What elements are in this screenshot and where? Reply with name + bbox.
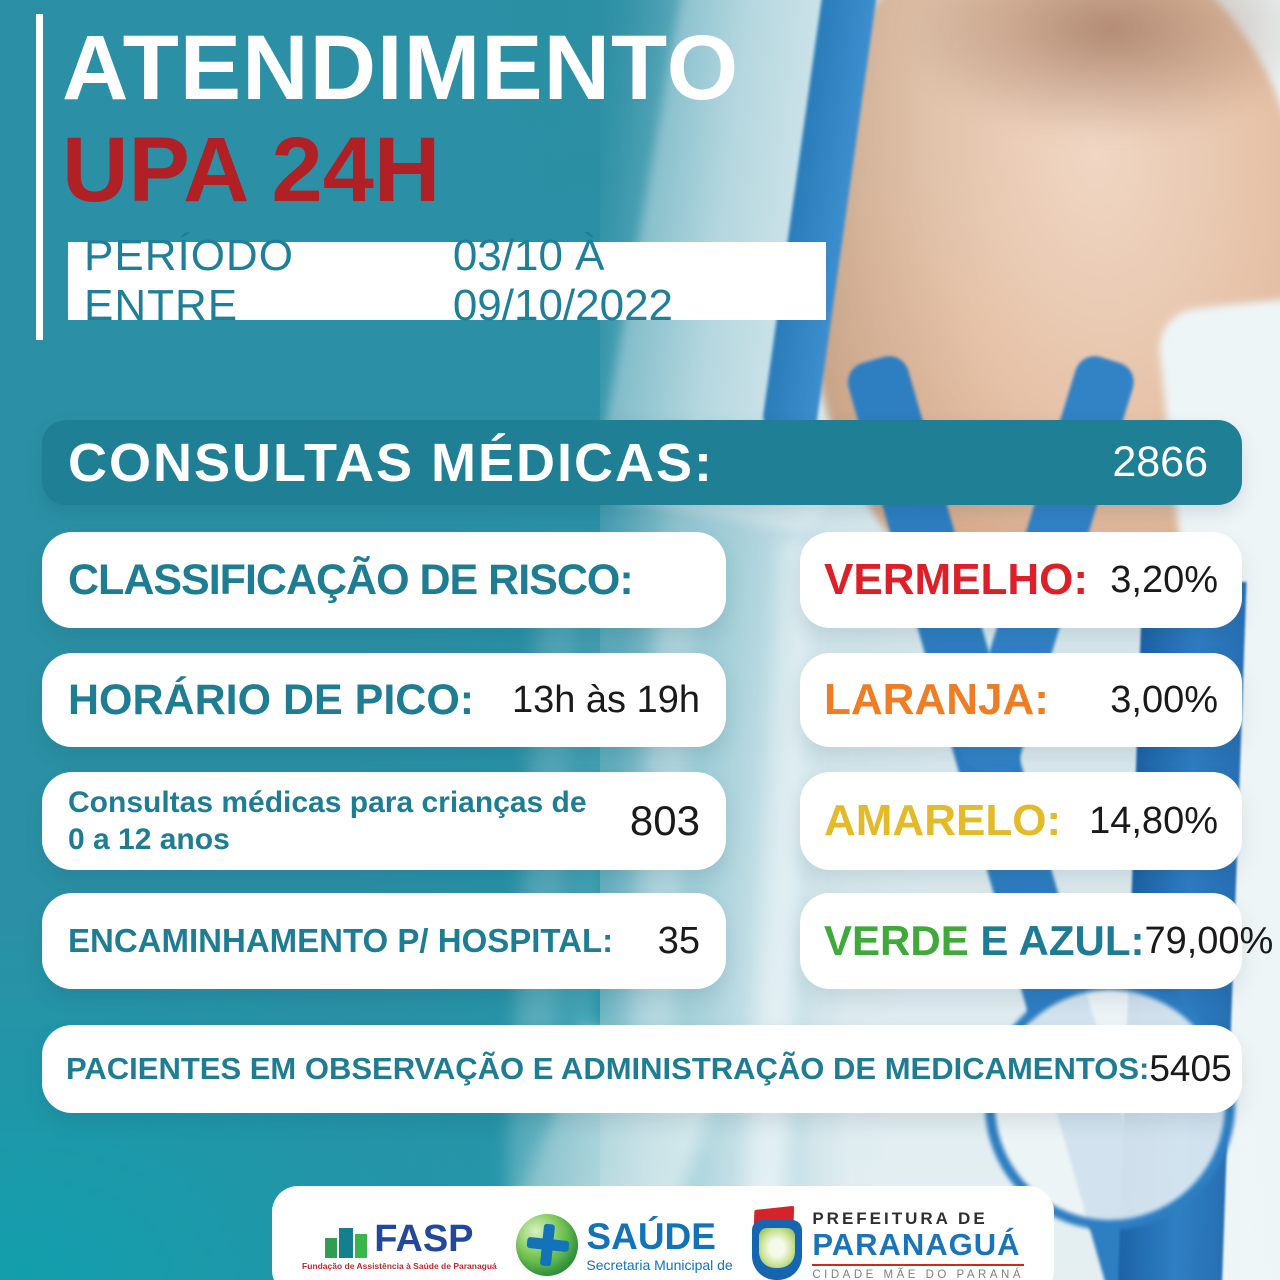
encaminhamento-label: ENCAMINHAMENTO P/ HOSPITAL: [68, 922, 614, 959]
laranja-value: 3,00% [1110, 678, 1218, 721]
amarelo-label: AMARELO: [824, 796, 1062, 845]
card-pacientes-observacao: PACIENTES EM OBSERVAÇÃO E ADMINISTRAÇÃO … [42, 1025, 1242, 1113]
consultas-medicas-value: 2866 [1112, 438, 1208, 486]
fasp-subtitle: Fundação de Assistência à Saúde de Paran… [302, 1260, 497, 1271]
consultas-criancas-value: 803 [629, 797, 700, 844]
health-cross-icon [516, 1214, 579, 1276]
saude-logo: SAÚDE Secretaria Municipal de [516, 1214, 733, 1276]
pacientes-observacao-label: PACIENTES EM OBSERVAÇÃO E ADMINISTRAÇÃO … [66, 1051, 1150, 1086]
card-encaminhamento: ENCAMINHAMENTO P/ HOSPITAL: 35 [42, 893, 726, 989]
card-classificacao-risco: CLASSIFICAÇÃO DE RISCO: [42, 532, 726, 628]
amarelo-value: 14,80% [1089, 799, 1218, 842]
vermelho-label: VERMELHO: [824, 555, 1088, 604]
laranja-label: LARANJA: [824, 675, 1049, 724]
poster-subtitle: UPA 24H [62, 119, 441, 221]
saude-name: SAÚDE [586, 1215, 716, 1257]
prefeitura-divider [812, 1263, 1024, 1266]
card-verde-azul: VERDE E AZUL: 79,00% [800, 893, 1273, 989]
vermelho-value: 3,20% [1110, 558, 1218, 601]
verde-azul-value: 79,00% [1144, 919, 1274, 962]
fasp-name: FASP [374, 1217, 474, 1260]
card-consultas-criancas: Consultas médicas para crianças de 0 a 1… [42, 772, 726, 870]
card-amarelo: AMARELO: 14,80% [800, 772, 1242, 870]
consultas-medicas-label: CONSULTAS MÉDICAS: [68, 432, 714, 493]
horario-pico-value: 13h às 19h [511, 678, 700, 721]
prefeitura-line1: PREFEITURA DE [812, 1209, 988, 1229]
encaminhamento-value: 35 [657, 919, 700, 962]
title-accent-line [36, 14, 43, 340]
fasp-logo: FASP Fundação de Assistência à Saúde de … [302, 1220, 497, 1271]
period-box: PERÍODO ENTRE 03/10 À 09/10/2022 [68, 231, 826, 330]
consultas-criancas-label-line2: 0 a 12 anos [68, 823, 230, 856]
azul-label-part: E AZUL: [968, 917, 1145, 964]
fasp-buildings-icon [325, 1226, 369, 1258]
consultas-criancas-label: Consultas médicas para crianças de 0 a 1… [68, 784, 587, 859]
poster-title: ATENDIMENTO [62, 17, 740, 119]
consultas-medicas-band: CONSULTAS MÉDICAS: 2866 [42, 420, 1242, 505]
period-value: 03/10 À 09/10/2022 [452, 231, 674, 330]
card-laranja: LARANJA: 3,00% [800, 653, 1242, 747]
footer-logo-bar: FASP Fundação de Assistência à Saúde de … [272, 1186, 1054, 1280]
period-label: PERÍODO ENTRE [84, 231, 294, 330]
prefeitura-line2: PARANAGUÁ [812, 1227, 1021, 1263]
card-horario-pico: HORÁRIO DE PICO: 13h às 19h [42, 653, 726, 747]
prefeitura-logo: PREFEITURA DE PARANAGUÁ CIDADE MÃE DO PA… [752, 1205, 1024, 1280]
consultas-criancas-label-line1: Consultas médicas para crianças de [68, 785, 587, 819]
pacientes-observacao-value: 5405 [1149, 1048, 1232, 1089]
classificacao-risco-label: CLASSIFICAÇÃO DE RISCO: [68, 555, 634, 604]
prefeitura-line3: CIDADE MÃE DO PARANÁ [812, 1268, 1024, 1280]
card-vermelho: VERMELHO: 3,20% [800, 532, 1242, 628]
verde-azul-label: VERDE E AZUL: [824, 917, 1144, 965]
verde-label-part: VERDE [824, 917, 969, 964]
horario-pico-label: HORÁRIO DE PICO: [68, 675, 475, 724]
saude-subtitle: Secretaria Municipal de [586, 1256, 733, 1273]
prefeitura-crest-icon [752, 1205, 803, 1280]
